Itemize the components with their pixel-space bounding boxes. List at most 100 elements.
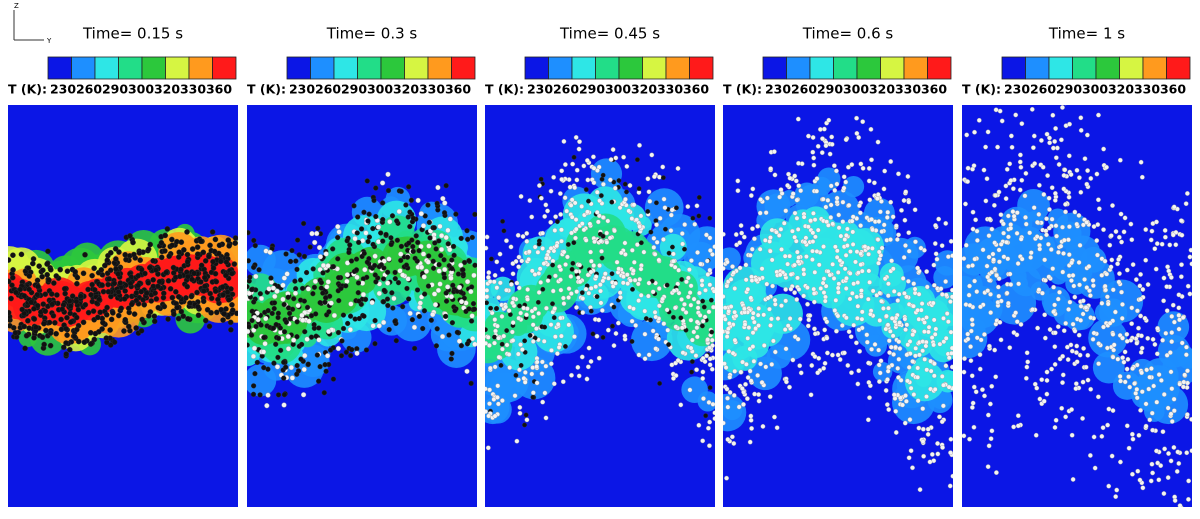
- particle: [324, 284, 329, 289]
- particle: [1131, 262, 1135, 266]
- particle: [505, 343, 509, 347]
- particle: [288, 316, 293, 321]
- particle: [511, 296, 515, 300]
- particle: [1062, 238, 1066, 242]
- particle: [729, 277, 733, 281]
- particle: [446, 241, 451, 246]
- particle: [435, 326, 440, 331]
- particle: [258, 392, 263, 397]
- particle: [825, 320, 829, 324]
- particle: [1079, 116, 1083, 120]
- particle: [1179, 275, 1183, 279]
- particle: [704, 233, 708, 237]
- particle: [286, 346, 291, 351]
- particle: [1115, 488, 1119, 492]
- particle: [221, 311, 226, 316]
- particle: [738, 266, 742, 270]
- particle: [926, 432, 930, 436]
- particle: [829, 184, 833, 188]
- particle: [74, 315, 79, 320]
- particle: [940, 445, 944, 449]
- particle: [1038, 247, 1042, 251]
- particle: [43, 309, 48, 314]
- particle: [1143, 316, 1147, 320]
- particle: [572, 155, 576, 159]
- particle: [570, 162, 574, 166]
- particle: [253, 243, 258, 248]
- colorbar-cell: [787, 57, 811, 79]
- particle: [1057, 290, 1061, 294]
- particle: [1118, 158, 1122, 162]
- particle: [386, 172, 391, 177]
- particle: [1163, 235, 1167, 239]
- colorbar-label: T (K):: [8, 82, 47, 97]
- particle: [912, 392, 916, 396]
- particle: [1149, 479, 1153, 483]
- particle: [799, 371, 803, 375]
- particle: [693, 222, 697, 226]
- particle: [376, 239, 381, 244]
- particle: [1044, 217, 1048, 221]
- particle: [971, 210, 975, 214]
- particle: [805, 285, 809, 289]
- particle: [1085, 168, 1089, 172]
- particle: [88, 341, 93, 346]
- particle: [574, 217, 578, 221]
- particle: [737, 405, 741, 409]
- particle: [1125, 339, 1129, 343]
- particle: [373, 186, 378, 191]
- particle: [666, 328, 670, 332]
- particle: [1004, 184, 1008, 188]
- particle: [1088, 315, 1092, 319]
- particle: [767, 307, 771, 311]
- particle: [908, 417, 912, 421]
- particle: [492, 280, 496, 284]
- particle: [1025, 365, 1029, 369]
- particle: [1175, 469, 1179, 473]
- particle: [633, 278, 637, 282]
- particle: [1147, 387, 1151, 391]
- particle: [760, 380, 764, 384]
- particle: [816, 144, 820, 148]
- particle: [950, 295, 954, 299]
- particle: [562, 250, 566, 254]
- particle: [318, 300, 323, 305]
- particle: [223, 273, 228, 278]
- particle: [894, 430, 898, 434]
- particle: [806, 225, 810, 229]
- particle: [721, 232, 725, 236]
- particle: [577, 139, 581, 143]
- colorbar-cell: [1026, 57, 1050, 79]
- particle: [522, 339, 526, 343]
- particle: [1169, 412, 1173, 416]
- particle: [601, 234, 605, 238]
- particle: [291, 296, 296, 301]
- particle: [1129, 321, 1133, 325]
- particle: [569, 373, 573, 377]
- colorbar-cell: [1143, 57, 1167, 79]
- particle: [147, 265, 152, 270]
- particle: [1077, 213, 1081, 217]
- particle: [465, 228, 470, 233]
- particle: [169, 237, 174, 242]
- particle: [746, 336, 750, 340]
- particle: [537, 242, 541, 246]
- particle: [768, 235, 772, 239]
- particle: [297, 252, 302, 257]
- particle: [152, 319, 157, 324]
- particle: [354, 346, 359, 351]
- particle: [142, 302, 147, 307]
- particle: [449, 357, 454, 362]
- colorbar-cell: [311, 57, 335, 79]
- particle: [1185, 451, 1189, 455]
- particle: [208, 310, 213, 315]
- particle: [1091, 337, 1095, 341]
- particle: [606, 328, 610, 332]
- particle: [524, 413, 528, 417]
- particle: [282, 392, 287, 397]
- particle: [1078, 353, 1082, 357]
- particle: [438, 253, 443, 258]
- particle: [220, 292, 225, 297]
- particle: [858, 223, 862, 227]
